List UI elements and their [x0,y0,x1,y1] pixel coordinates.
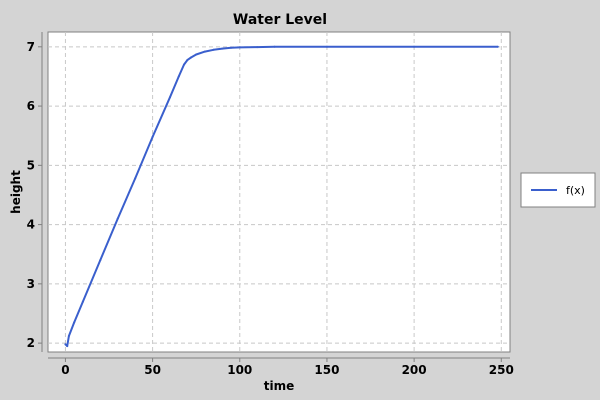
data-point [238,46,241,49]
data-point [186,58,189,61]
data-point [230,46,233,49]
series-layer [64,45,499,348]
legend-label: f(x) [566,184,585,197]
y-tick-label: 2 [27,336,35,350]
plot-area [47,31,511,353]
y-tick-label: 7 [27,40,35,54]
x-axis-label: time [264,379,295,393]
data-point [134,177,137,180]
data-point [273,45,276,48]
legend: f(x) [520,172,596,208]
data-point [169,96,171,99]
data-point [73,321,76,324]
data-point [99,259,102,262]
data-point [81,300,84,303]
data-point [116,217,119,220]
y-tick-label: 4 [27,218,35,232]
data-point [212,48,215,51]
data-point [496,45,499,48]
y-axis-label: height [9,170,23,214]
x-tick-label: 250 [489,363,514,377]
data-point [203,50,206,53]
data-point [183,63,185,66]
x-tick-label: 0 [61,363,69,377]
x-tick-label: 200 [402,363,427,377]
data-point [177,75,180,78]
data-point [190,56,192,59]
data-point [221,47,224,50]
data-point [325,45,328,48]
grid [48,32,510,352]
x-tick-label: 50 [144,363,161,377]
x-ticks: 0 50 100 150 200 250 [61,358,514,377]
chart-title: Water Level [233,12,327,28]
y-tick-label: 5 [27,158,35,172]
y-tick-label: 6 [27,99,35,113]
data-point [413,45,416,48]
data-point [151,135,154,138]
x-tick-label: 150 [314,363,339,377]
data-point [66,345,69,348]
y-ticks: 2 3 4 5 6 7 [27,40,42,350]
y-tick-label: 3 [27,277,35,291]
data-point [64,343,67,346]
data-point [67,335,70,337]
axes [41,32,510,359]
data-point [195,53,198,56]
data-point [256,46,259,49]
x-tick-label: 100 [227,363,252,377]
